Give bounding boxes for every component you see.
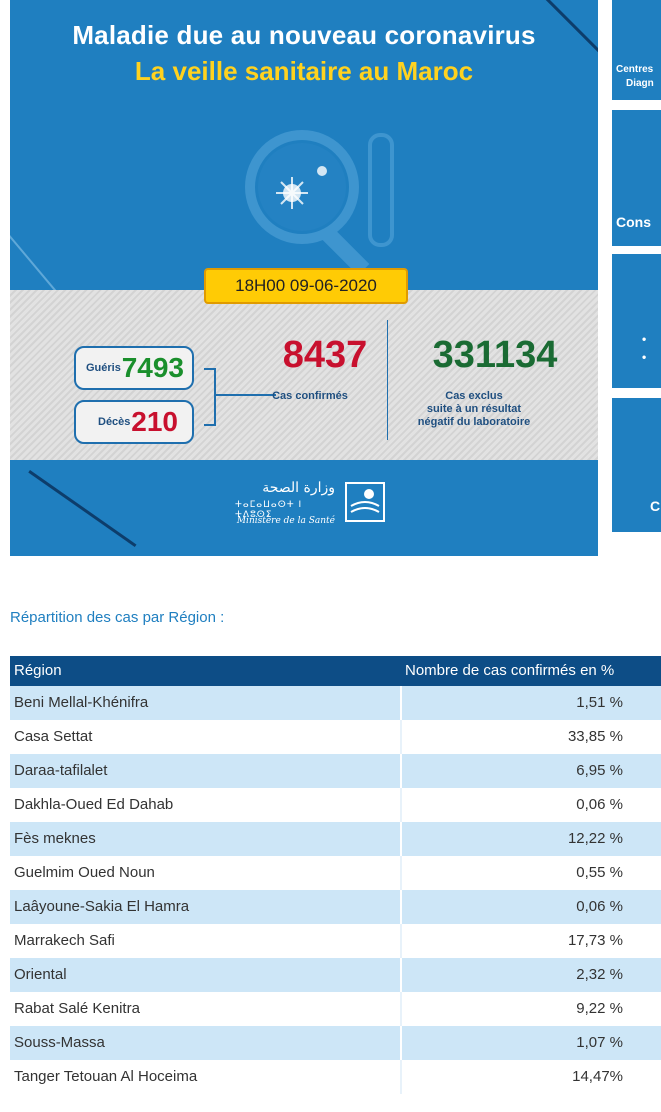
column-separator: [400, 788, 402, 822]
column-separator: [400, 822, 402, 856]
region-name: Daraa-tafilalet: [14, 762, 108, 779]
excluded-label-line3: négatif du laboratoire: [417, 416, 531, 428]
region-name: Rabat Salé Kenitra: [14, 1000, 140, 1017]
side-card-list[interactable]: • •: [612, 254, 661, 388]
excluded-label-line1: Cas exclus: [445, 390, 503, 402]
covid-infographic[interactable]: Maladie due au nouveau coronavirus La ve…: [10, 0, 598, 556]
side-card-cons[interactable]: Cons: [612, 110, 661, 246]
region-name: Dakhla-Oued Ed Dahab: [14, 796, 174, 813]
region-percent: 2,32 %: [576, 966, 623, 983]
decorative-line: [10, 235, 62, 298]
region-percent: 14,47%: [572, 1068, 623, 1085]
table-body: Beni Mellal-Khénifra 1,51 % Casa Settat 33,…: [10, 686, 661, 1094]
region-name: Laâyoune-Sakia El Hamra: [14, 898, 190, 915]
column-separator: [400, 686, 402, 720]
region-name: Casa Settat: [14, 728, 93, 745]
table-row: Casa Settat 33,85 %: [10, 720, 661, 754]
ministry-name-tifinagh: ⵜⴰⵎⴰⵡⴰⵙⵜ ⵏ ⵜⴷⵓⵙⵉ: [235, 500, 303, 520]
section-heading: Répartition des cas par Région :: [10, 609, 225, 626]
side-card-label: Centres: [616, 64, 654, 75]
column-separator: [400, 958, 402, 992]
table-row: Daraa-tafilalet 6,95 %: [10, 754, 661, 788]
side-card-centres[interactable]: Centres Diagn: [612, 0, 661, 100]
side-card-label: C: [650, 498, 661, 514]
side-card-c[interactable]: C: [612, 398, 661, 532]
region-percent: 0,06 %: [576, 898, 623, 915]
stats-panel: Guéris 7493 Décès 210 8437 Cas confirmés…: [10, 290, 598, 460]
region-percent: 0,55 %: [576, 864, 623, 881]
ministry-emblem-icon: [345, 482, 385, 522]
excluded-label-line2: suite à un résultat: [426, 403, 522, 415]
column-separator: [400, 754, 402, 788]
region-table: Région Nombre de cas confirmés en % Beni…: [10, 656, 661, 1094]
region-name: Fès meknes: [14, 830, 96, 847]
ministry-name-french: Ministère de la Santé: [236, 516, 335, 526]
column-separator: [400, 856, 402, 890]
region-name: Guelmim Oued Noun: [14, 864, 155, 881]
bullet-icon: •: [642, 350, 647, 364]
region-percent: 6,95 %: [576, 762, 623, 779]
region-percent: 12,22 %: [567, 830, 623, 847]
region-percent: 1,07 %: [576, 1034, 623, 1051]
stats-divider: [387, 320, 388, 440]
decorative-line: [28, 470, 137, 548]
region-percent: 0,06 %: [576, 796, 623, 813]
side-card-label: Cons: [616, 214, 651, 230]
excluded-count: 331134: [432, 334, 558, 376]
region-name: Beni Mellal-Khénifra: [14, 694, 149, 711]
side-card-label: Diagn: [626, 78, 654, 89]
infographic-title: Maladie due au nouveau coronavirus: [72, 20, 536, 50]
recovered-count: 7493: [121, 352, 184, 383]
deaths-pill: Décès 210: [74, 400, 194, 444]
infographic-subtitle: La veille sanitaire au Maroc: [134, 56, 474, 86]
table-row: Beni Mellal-Khénifra 1,51 %: [10, 686, 661, 720]
table-row: Souss-Massa 1,07 %: [10, 1026, 661, 1060]
ministry-logo: وزارة الصحة ⵜⴰⵎⴰⵡⴰⵙⵜ ⵏ ⵜⴷⵓⵙⵉ Ministère d…: [235, 476, 395, 536]
magnifier-virus-icon: [245, 130, 394, 276]
region-percent: 9,22 %: [576, 1000, 623, 1017]
column-separator: [400, 1060, 402, 1094]
table-row: Dakhla-Oued Ed Dahab 0,06 %: [10, 788, 661, 822]
table-row: Guelmim Oued Noun 0,55 %: [10, 856, 661, 890]
column-separator: [400, 890, 402, 924]
column-header-percent: Nombre de cas confirmés en %: [405, 662, 615, 679]
recovered-pill: Guéris 7493: [74, 346, 194, 390]
region-percent: 17,73 %: [567, 932, 623, 949]
ministry-name-arabic: وزارة الصحة: [262, 480, 335, 496]
connector-line: [214, 394, 276, 396]
table-row: Oriental 2,32 %: [10, 958, 661, 992]
table-row: Laâyoune-Sakia El Hamra 0,06 %: [10, 890, 661, 924]
region-name: Tanger Tetouan Al Hoceima: [14, 1068, 198, 1085]
table-row: Marrakech Safi 17,73 %: [10, 924, 661, 958]
deaths-label: Décès: [98, 416, 131, 428]
region-percent: 33,85 %: [567, 728, 623, 745]
column-header-region: Région: [14, 662, 62, 679]
bracket-connector: [204, 368, 216, 426]
confirmed-label: Cas confirmés: [272, 390, 348, 402]
deaths-count: 210: [131, 406, 178, 437]
table-row: Fès meknes 12,22 %: [10, 822, 661, 856]
region-percent: 1,51 %: [576, 694, 623, 711]
region-name: Marrakech Safi: [14, 932, 115, 949]
report-datetime: 18H00 09-06-2020: [204, 268, 408, 304]
column-separator: [400, 1026, 402, 1060]
bullet-icon: •: [642, 332, 647, 346]
table-header: Région Nombre de cas confirmés en %: [10, 656, 661, 686]
region-name: Souss-Massa: [14, 1034, 105, 1051]
region-name: Oriental: [14, 966, 67, 983]
column-separator: [400, 720, 402, 754]
table-row: Rabat Salé Kenitra 9,22 %: [10, 992, 661, 1026]
table-row: Tanger Tetouan Al Hoceima 14,47%: [10, 1060, 661, 1094]
confirmed-count: 8437: [282, 334, 368, 376]
column-separator: [400, 992, 402, 1026]
column-separator: [400, 924, 402, 958]
recovered-label: Guéris: [86, 362, 121, 374]
